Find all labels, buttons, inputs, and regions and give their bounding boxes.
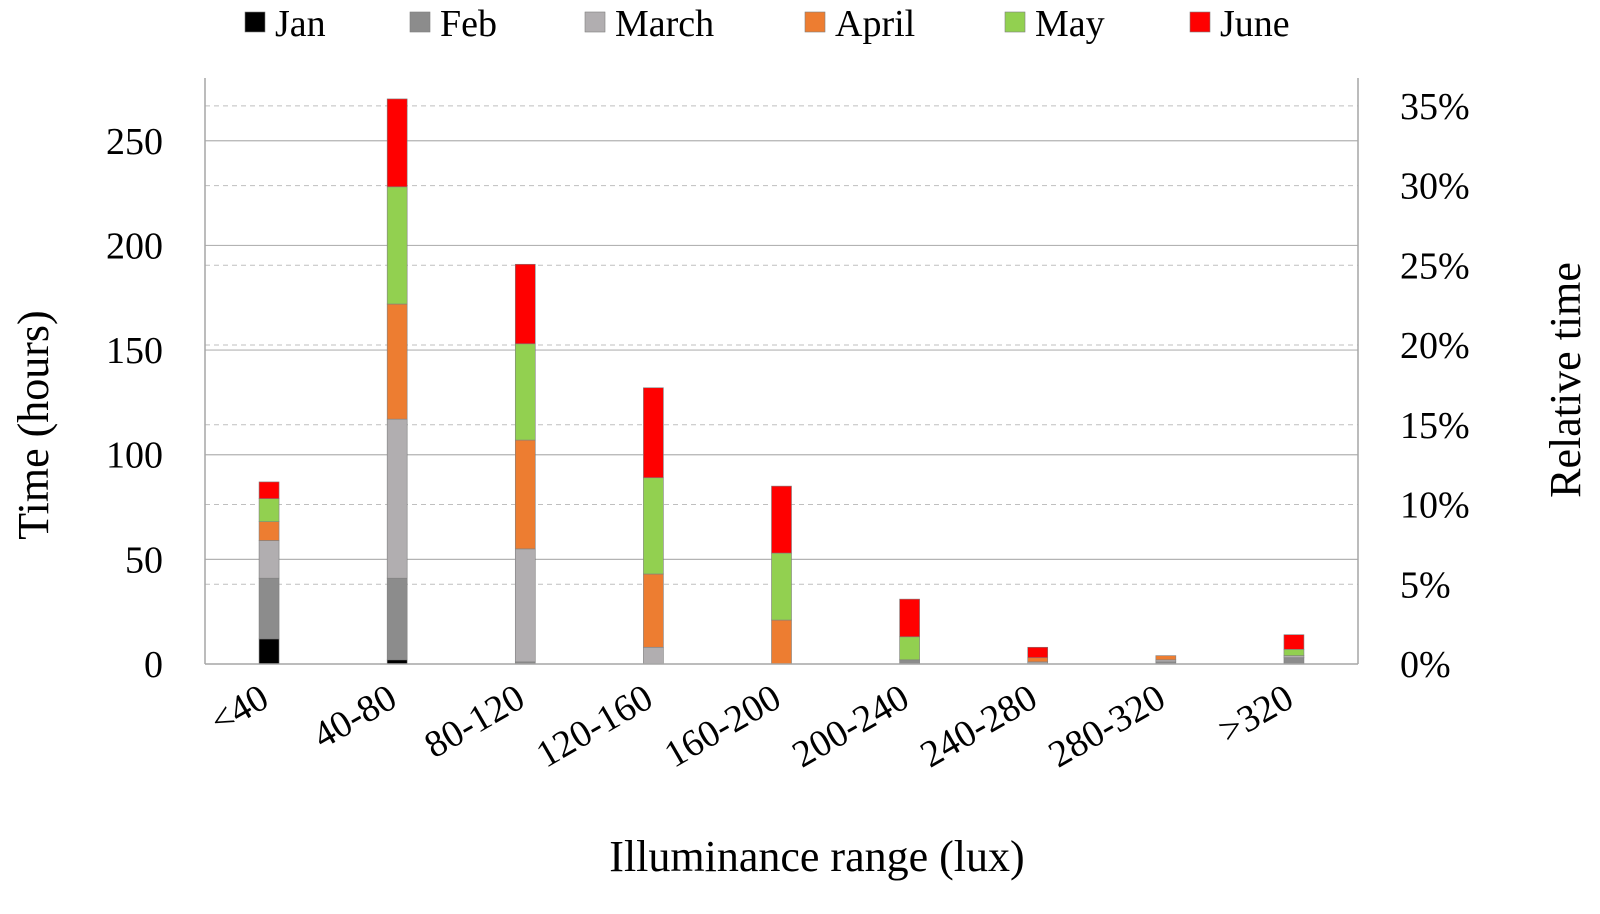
bar-segment-june (258, 481, 280, 499)
bar-segment-april (386, 303, 408, 420)
y2-tick-label: 5% (1400, 564, 1451, 606)
legend-swatch-march (584, 11, 606, 33)
x-tick-label: 200-240 (785, 676, 916, 776)
legend-swatch-june (1189, 11, 1211, 33)
legend-swatch-feb (409, 11, 431, 33)
x-tick-label: 280-320 (1042, 676, 1173, 776)
bar-segment-may (643, 477, 664, 575)
y-tick-label: 0 (144, 644, 163, 686)
bar-segment-march (514, 548, 536, 663)
bar-segment-may (258, 498, 280, 522)
bar-segment-april (258, 521, 280, 541)
y2-tick-label: 10% (1400, 485, 1470, 527)
y2-tick-label: 30% (1400, 166, 1470, 208)
bar-segment-june (771, 485, 792, 554)
y-tick-label: 200 (106, 225, 163, 267)
bar-segment-june (1283, 634, 1305, 650)
bar-segment-march (1283, 655, 1305, 659)
y2-axis-title: Relative time (1541, 262, 1590, 498)
axes-layer (204, 78, 1359, 665)
bar-segment-may (386, 186, 408, 305)
y2-tick-label: 15% (1400, 405, 1470, 447)
x-tick-label: 160-200 (657, 676, 788, 776)
y-tick-label: 150 (106, 330, 163, 372)
y-tick-label: 100 (106, 435, 163, 477)
bar-segment-feb (386, 577, 408, 661)
y-tick-label: 50 (125, 539, 163, 581)
bar-segment-april (514, 439, 536, 550)
y2-tick-label: 25% (1400, 245, 1470, 287)
legend-label-june: June (1220, 3, 1290, 45)
legend-swatch-april (804, 11, 826, 33)
bar-segment-feb (258, 577, 280, 640)
legend-label-feb: Feb (440, 3, 497, 45)
legend-label-may: May (1035, 3, 1105, 45)
bar-segment-april (1027, 657, 1049, 663)
y2-tick-label: 35% (1400, 86, 1470, 128)
legend-label-march: March (615, 3, 714, 45)
x-tick-label: <40 (203, 676, 275, 742)
bar-segment-may (899, 636, 920, 661)
y2-tick-label: 0% (1400, 644, 1451, 686)
bar-segment-march (258, 540, 280, 579)
x-tick-label: 80-120 (418, 676, 532, 766)
bar-segment-may (771, 552, 792, 621)
x-tick-label: 40-80 (306, 676, 404, 757)
bar-segment-feb (1283, 657, 1305, 665)
bar-segment-april (1155, 655, 1177, 661)
legend: Jan Feb March April May June (244, 3, 1290, 45)
x-tick-label: 120-160 (529, 676, 660, 776)
bar-segment-june (514, 263, 536, 345)
legend-swatch-may (1004, 11, 1026, 33)
bar-segment-jan (258, 638, 280, 665)
bar-segment-march (1155, 659, 1177, 663)
y-axis-title: Time (hours) (9, 310, 58, 539)
bar-segment-april (643, 573, 664, 648)
x-tick-label: 240-280 (914, 676, 1045, 776)
bar-segment-march (643, 646, 664, 665)
bar-segment-march (386, 418, 408, 579)
bar-segment-may (1283, 649, 1305, 656)
bar-segment-june (386, 98, 408, 188)
x-axis-title: Illuminance range (lux) (609, 832, 1024, 881)
y2-tick-label: 20% (1400, 325, 1470, 367)
legend-label-april: April (835, 3, 915, 45)
bar-segment-june (643, 387, 664, 479)
legend-swatch-jan (244, 11, 266, 33)
legend-label-jan: Jan (275, 3, 326, 45)
bar-segment-may (514, 343, 536, 441)
x-tick-label: >320 (1212, 676, 1301, 752)
bar-segment-june (899, 598, 920, 638)
bar-segment-april (771, 619, 792, 665)
ticks-layer: 0 50 100 150 200 250 0% 5% 10% 15% 20% 25% 30% 35% <40… (106, 86, 1470, 776)
y-tick-label: 250 (106, 121, 163, 163)
bar-segment-june (1027, 646, 1049, 659)
bars-layer (258, 98, 1305, 665)
